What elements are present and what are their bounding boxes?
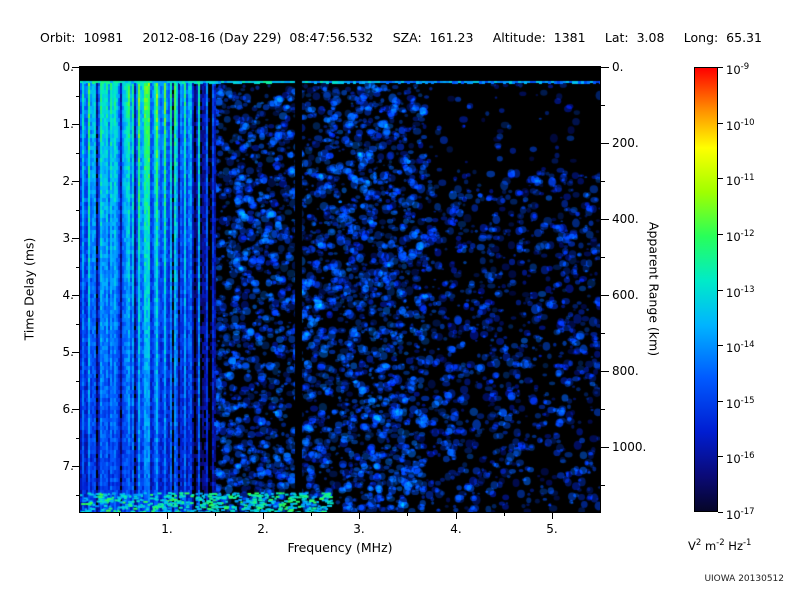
range-minor-tick-mark — [601, 105, 605, 106]
x-tick-mark — [456, 512, 457, 519]
colorbar-tick-mark — [718, 178, 723, 179]
y-tick-mark — [72, 238, 80, 239]
range-tick-mark — [601, 371, 609, 372]
colorbar-tick-mark — [718, 123, 723, 124]
range-tick-mark — [601, 219, 609, 220]
y-axis-title-right: Apparent Range (km) — [646, 221, 662, 357]
y-tick-label: 0. — [62, 60, 74, 74]
y-tick-label: 5. — [62, 345, 74, 359]
range-tick-mark — [601, 67, 609, 68]
colorbar-tick-mark — [718, 290, 723, 291]
x-axis-title: Frequency (MHz) — [287, 540, 393, 555]
range-tick-mark — [601, 447, 609, 448]
y-minor-tick-mark — [76, 381, 80, 382]
y-minor-tick-mark — [76, 495, 80, 496]
x-minor-tick-mark — [119, 512, 120, 516]
range-minor-tick-mark — [601, 485, 605, 486]
y-minor-tick-mark — [76, 210, 80, 211]
colorbar — [694, 67, 718, 512]
range-tick-mark — [601, 143, 609, 144]
range-minor-tick-mark — [601, 257, 605, 258]
y-tick-label: 6. — [62, 402, 74, 416]
x-tick-label: 2. — [257, 522, 269, 536]
x-tick-mark — [359, 512, 360, 519]
range-tick-label: 800. — [612, 364, 639, 378]
y-tick-label: 1. — [62, 117, 74, 131]
y-minor-tick-mark — [76, 96, 80, 97]
y-tick-mark — [72, 352, 80, 353]
y-minor-tick-mark — [76, 438, 80, 439]
header-field-sza: SZA: 161.23 — [392, 30, 474, 45]
y-tick-label: 3. — [62, 231, 74, 245]
colorbar-tick-label: 10-15 — [726, 396, 755, 411]
y-minor-tick-mark — [76, 153, 80, 154]
range-minor-tick-mark — [601, 181, 605, 182]
y-tick-label: 7. — [62, 459, 74, 473]
y-tick-label: 2. — [62, 174, 74, 188]
y-tick-mark — [72, 466, 80, 467]
y-minor-tick-mark — [76, 324, 80, 325]
colorbar-tick-mark — [718, 456, 723, 457]
range-tick-label: 0. — [612, 60, 624, 74]
x-minor-tick-mark — [215, 512, 216, 516]
range-tick-label: 600. — [612, 288, 639, 302]
header-field-altitude: Altitude: 1381 — [492, 30, 586, 45]
header-field-date: 2012-08-16 (Day 229) 08:47:56.532 — [142, 30, 374, 45]
x-tick-label: 4. — [450, 522, 462, 536]
colorbar-tick-mark — [718, 401, 723, 402]
y-tick-label: 4. — [62, 288, 74, 302]
credit-text: UIOWA 20130512 — [704, 574, 784, 584]
colorbar-tick-mark — [718, 67, 723, 68]
range-minor-tick-mark — [601, 409, 605, 410]
header-field-long: Long: 65.31 — [683, 30, 762, 45]
colorbar-tick-mark — [718, 512, 723, 513]
colorbar-tick-label: 10-9 — [726, 62, 750, 77]
x-minor-tick-mark — [311, 512, 312, 516]
colorbar-tick-label: 10-12 — [726, 229, 755, 244]
x-tick-label: 1. — [161, 522, 173, 536]
colorbar-tick-label: 10-10 — [726, 118, 755, 133]
x-tick-mark — [263, 512, 264, 519]
range-tick-label: 400. — [612, 212, 639, 226]
colorbar-tick-mark — [718, 345, 723, 346]
x-minor-tick-mark — [407, 512, 408, 516]
x-tick-label: 5. — [546, 522, 558, 536]
y-tick-mark — [72, 295, 80, 296]
range-tick-label: 1000. — [612, 440, 647, 454]
header-field-orbit: Orbit: 10981 — [40, 30, 124, 45]
spectrogram-canvas — [79, 66, 601, 513]
colorbar-tick-mark — [718, 234, 723, 235]
y-tick-mark — [72, 409, 80, 410]
y-minor-tick-mark — [76, 267, 80, 268]
x-minor-tick-mark — [504, 512, 505, 516]
colorbar-tick-label: 10-14 — [726, 340, 755, 355]
range-tick-label: 200. — [612, 136, 639, 150]
range-tick-mark — [601, 295, 609, 296]
colorbar-tick-label: 10-13 — [726, 285, 755, 300]
x-tick-label: 3. — [353, 522, 365, 536]
colorbar-tick-label: 10-17 — [726, 507, 755, 522]
y-tick-mark — [72, 124, 80, 125]
y-tick-mark — [72, 181, 80, 182]
range-minor-tick-mark — [601, 333, 605, 334]
x-tick-mark — [167, 512, 168, 519]
colorbar-tick-label: 10-11 — [726, 173, 755, 188]
y-tick-mark — [72, 67, 80, 68]
header-field-lat: Lat: 3.08 — [604, 30, 665, 45]
x-tick-mark — [552, 512, 553, 519]
header-info: Orbit: 10981 2012-08-16 (Day 229) 08:47:5… — [40, 30, 762, 45]
colorbar-tick-label: 10-16 — [726, 451, 755, 466]
colorbar-unit-label: V2 m-2 Hz-1 — [688, 538, 752, 553]
